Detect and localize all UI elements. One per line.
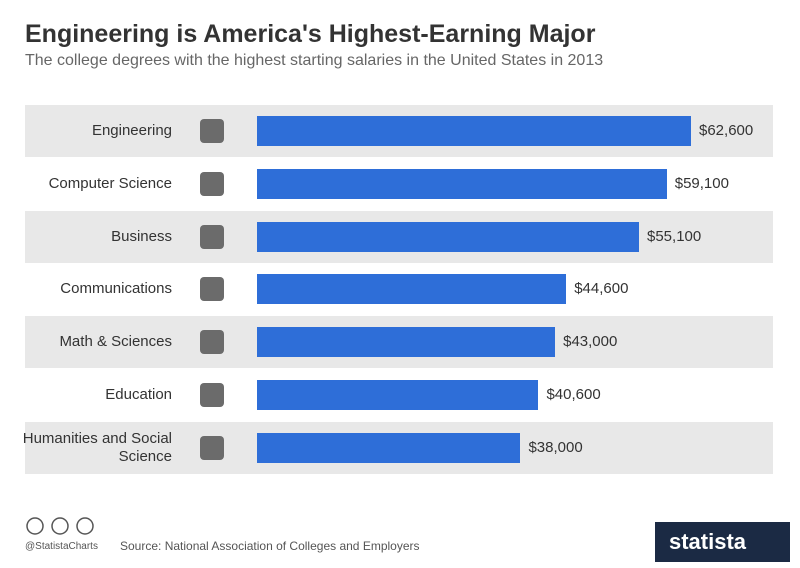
chart-subtitle: The college degrees with the highest sta… — [25, 52, 604, 69]
handle: @StatistaCharts — [25, 541, 98, 552]
brand-logo: statista — [655, 522, 790, 562]
icon-shape — [200, 224, 224, 249]
bar — [257, 116, 691, 146]
value-label: $40,600 — [546, 386, 601, 403]
row-icon — [190, 111, 234, 151]
value-label: $44,600 — [574, 280, 629, 298]
bar — [257, 327, 556, 358]
bar — [257, 274, 567, 305]
category-label: Humanities and Social Science — [22, 429, 172, 465]
category-label: Communications — [60, 280, 172, 298]
source: Source: National Association of Colleges… — [120, 539, 420, 553]
value-label: $59,100 — [674, 174, 729, 192]
category-label: Engineering — [91, 122, 172, 139]
icon-shape — [200, 330, 224, 355]
license-icons — [26, 517, 94, 535]
icon-shape — [200, 435, 224, 460]
row-icon — [190, 428, 234, 468]
value-label: $62,600 — [699, 122, 754, 139]
category-label: Education — [105, 386, 172, 403]
row-icon — [190, 322, 234, 362]
category-label: Computer Science — [48, 174, 172, 192]
bar — [257, 221, 639, 252]
category-label: Math & Sciences — [59, 333, 172, 351]
icon-shape — [200, 383, 224, 407]
row-icon — [190, 164, 234, 204]
bar — [257, 168, 667, 199]
row-icon — [190, 217, 234, 257]
row-icon — [190, 375, 234, 415]
value-label: $43,000 — [563, 333, 618, 351]
value-label: $55,100 — [647, 227, 702, 245]
chart-title: Engineering is America's Highest-Earning… — [25, 20, 596, 48]
icon-shape — [200, 277, 224, 302]
bar — [257, 380, 539, 410]
category-label: Business — [111, 227, 172, 245]
row-icon — [190, 269, 234, 309]
icon-shape — [200, 171, 224, 196]
bar — [257, 432, 521, 463]
icon-shape — [200, 119, 224, 143]
value-label: $38,000 — [528, 438, 583, 456]
